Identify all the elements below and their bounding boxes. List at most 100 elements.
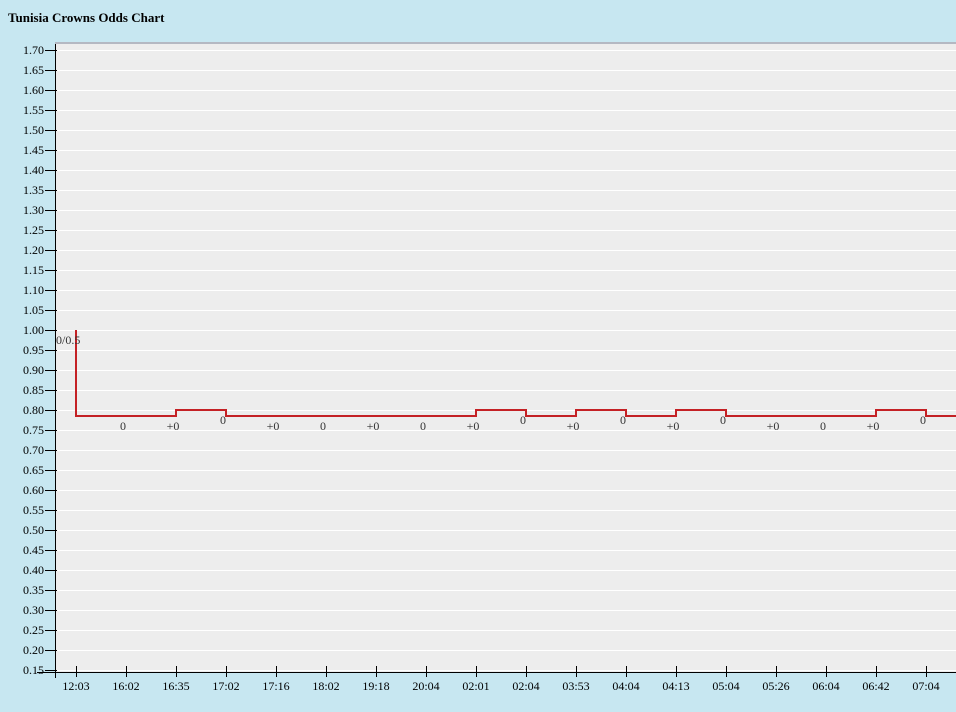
y-axis-label: 0.70	[23, 443, 44, 457]
point-label: 0	[720, 413, 726, 427]
y-axis-tick	[45, 450, 57, 451]
y-axis-tick	[45, 410, 57, 411]
gridline	[55, 330, 956, 331]
x-axis-tick	[676, 666, 677, 677]
chart-title: Tunisia Crowns Odds Chart	[8, 10, 165, 25]
x-axis-tick	[776, 666, 777, 677]
y-axis-label: 0.55	[23, 503, 44, 517]
y-axis-tick	[45, 190, 57, 191]
x-axis-tick	[276, 666, 277, 677]
y-axis-label: 0.30	[23, 603, 44, 617]
gridline	[55, 50, 956, 51]
y-axis-tick	[45, 650, 57, 651]
x-axis-tick	[576, 666, 577, 677]
y-axis-label: 0.85	[23, 383, 44, 397]
y-axis-tick	[45, 170, 57, 171]
y-axis-label: 1.60	[23, 83, 44, 97]
gridline	[55, 130, 956, 131]
y-axis-label: 1.45	[23, 143, 44, 157]
gridline	[55, 510, 956, 511]
y-axis-label: 1.00	[23, 323, 44, 337]
point-label: +0	[366, 419, 380, 433]
point-label: 0	[920, 413, 926, 427]
x-axis-label: 06:04	[812, 679, 840, 693]
y-axis-tick	[45, 70, 57, 71]
y-axis-tick	[45, 270, 57, 271]
x-axis-label: 02:04	[512, 679, 540, 693]
gridline	[55, 430, 956, 431]
x-axis-tick	[926, 666, 927, 677]
gridline	[55, 590, 956, 591]
y-axis-tick	[45, 630, 57, 631]
gridline	[55, 170, 956, 171]
gridline	[55, 610, 956, 611]
y-axis-tick	[45, 90, 57, 91]
point-label: 0	[220, 413, 226, 427]
x-axis-label: 19:18	[362, 679, 390, 693]
x-axis-label: 16:35	[162, 679, 190, 693]
gridline	[55, 470, 956, 471]
gridline	[55, 230, 956, 231]
point-label: +0	[166, 419, 180, 433]
y-axis-tick	[45, 470, 57, 471]
y-axis-tick	[45, 510, 57, 511]
x-axis-tick	[726, 666, 727, 677]
point-label: +0	[866, 419, 880, 433]
gridline	[55, 630, 956, 631]
x-axis-tick	[626, 666, 627, 677]
x-axis-tick	[76, 666, 77, 677]
y-axis-label: 0.45	[23, 543, 44, 557]
x-axis-tick	[876, 666, 877, 677]
y-axis-tick	[45, 330, 57, 331]
gridline	[55, 350, 956, 351]
gridline	[55, 450, 956, 451]
gridline	[55, 410, 956, 411]
x-axis-label: 20:04	[412, 679, 440, 693]
gridline	[55, 190, 956, 191]
x-axis-label: 02:01	[462, 679, 490, 693]
start-handicap-label: 0/0.5	[56, 333, 81, 347]
point-label: 0	[420, 419, 426, 433]
y-axis-label: 1.25	[23, 223, 44, 237]
y-axis-tick	[45, 250, 57, 251]
x-axis-tick	[226, 666, 227, 677]
y-axis-label: 0.75	[23, 423, 44, 437]
y-axis-tick	[45, 370, 57, 371]
y-axis-tick	[45, 590, 57, 591]
x-axis-tick	[826, 666, 827, 677]
y-axis-label: 1.05	[23, 303, 44, 317]
x-axis-label: 06:42	[862, 679, 890, 693]
y-axis-label: 1.10	[23, 283, 44, 297]
y-axis-label: 0.60	[23, 483, 44, 497]
x-axis-label: 05:04	[712, 679, 740, 693]
y-axis-tick	[45, 310, 57, 311]
y-axis-tick	[45, 670, 57, 671]
y-axis-label: 0.20	[23, 643, 44, 657]
y-axis-line	[55, 44, 56, 678]
x-axis-tick	[326, 666, 327, 677]
y-axis-tick	[45, 150, 57, 151]
y-axis-tick	[45, 210, 57, 211]
gridline	[55, 90, 956, 91]
gridline	[55, 390, 956, 391]
gridline	[55, 670, 956, 671]
y-axis-tick	[45, 550, 57, 551]
y-axis-label: 0.65	[23, 463, 44, 477]
point-label: 0	[620, 413, 626, 427]
gridline	[55, 310, 956, 311]
y-axis-tick	[45, 390, 57, 391]
point-label: +0	[466, 419, 480, 433]
y-axis-tick	[45, 530, 57, 531]
x-axis-tick	[476, 666, 477, 677]
point-label: 0	[320, 419, 326, 433]
y-axis-label: 1.55	[23, 103, 44, 117]
x-axis-label: 03:53	[562, 679, 590, 693]
point-label: +0	[666, 419, 680, 433]
y-axis-label: 0.90	[23, 363, 44, 377]
gridline	[55, 270, 956, 271]
y-axis-label: 1.15	[23, 263, 44, 277]
y-axis-label: 1.20	[23, 243, 44, 257]
x-axis-tick	[376, 666, 377, 677]
gridline	[55, 550, 956, 551]
